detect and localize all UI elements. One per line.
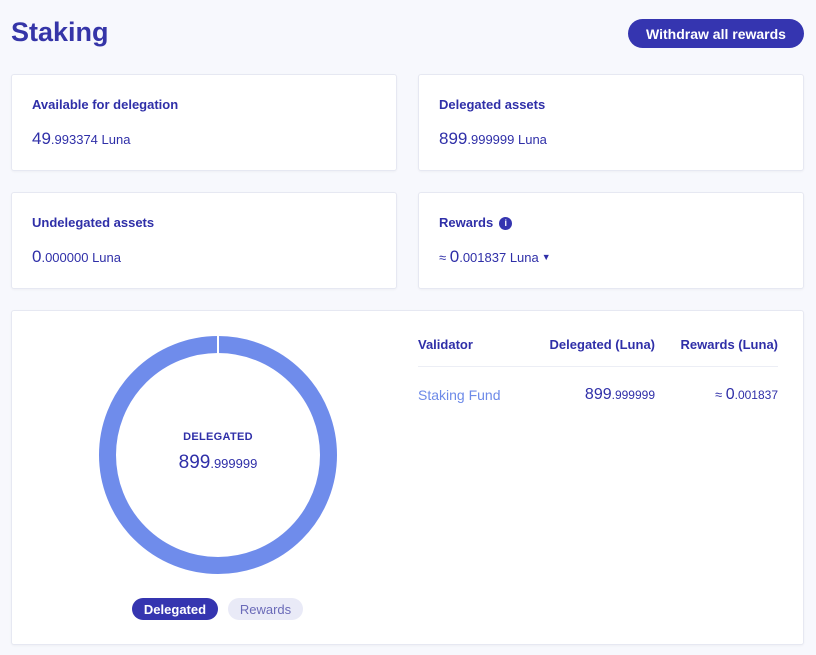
page-title: Staking: [11, 17, 109, 47]
undelegated-card: Undelegated assets 0.000000 Luna: [11, 192, 397, 289]
card-label: Undelegated assets: [32, 215, 155, 230]
approx-sign: ≈: [439, 250, 450, 265]
info-icon[interactable]: i: [499, 217, 513, 230]
donut-center-label: DELEGATED: [183, 431, 253, 443]
value-dec: .999999: [467, 132, 515, 147]
card-value: 899.999999 Luna: [439, 129, 547, 149]
delegated-card: Delegated assets 899.999999 Luna: [418, 74, 804, 171]
value-unit: Luna: [506, 250, 539, 265]
delegated-cell: 899.999999: [522, 367, 655, 424]
rewards-cell: ≈ 0.001837: [655, 367, 778, 424]
donut-chart: [99, 336, 337, 574]
card-value: 49.993374 Luna: [32, 129, 130, 149]
caret-down-icon: ▼: [541, 252, 551, 262]
delegation-panel: DELEGATED 899.999999 Delegated Rewards V…: [11, 310, 804, 645]
value-int: 49: [32, 129, 51, 148]
rewards-label: Rewards: [439, 215, 494, 230]
value-unit: Luna: [514, 132, 547, 147]
value-dec: .993374: [50, 132, 98, 147]
header-validator: Validator: [418, 335, 523, 367]
tab-rewards[interactable]: Rewards: [228, 598, 303, 620]
validators-table: Validator Delegated (Luna) Rewards (Luna…: [418, 335, 778, 423]
value-int: 0: [449, 247, 460, 266]
table-header: Validator Delegated (Luna) Rewards (Luna…: [418, 335, 778, 367]
validator-link[interactable]: Staking Fund: [418, 387, 501, 403]
value-int: 899: [439, 129, 468, 148]
card-label: Available for delegation: [32, 97, 179, 112]
rewards-value-dropdown[interactable]: ≈ 0.001837 Luna ▼: [439, 247, 551, 267]
value-dec: .000000: [41, 250, 89, 265]
value-dec: .001837: [734, 388, 778, 402]
value-dec: .999999: [611, 388, 656, 402]
header-rewards: Rewards (Luna): [655, 335, 778, 367]
tab-delegated[interactable]: Delegated: [132, 598, 218, 620]
card-label: Delegated assets: [439, 97, 546, 112]
value-dec: .001837: [459, 250, 507, 265]
withdraw-all-rewards-button[interactable]: Withdraw all rewards: [628, 19, 804, 48]
available-card: Available for delegation 49.993374 Luna: [11, 74, 397, 171]
card-value: 0.000000 Luna: [32, 247, 121, 267]
value-int: 0: [32, 247, 42, 266]
rewards-card: Rewards i ≈ 0.001837 Luna ▼: [418, 192, 804, 289]
header-delegated: Delegated (Luna): [522, 335, 656, 367]
donut-center-value: 899.999999: [118, 452, 318, 474]
approx-sign: ≈: [714, 387, 726, 402]
card-label: Rewards i: [439, 215, 513, 230]
value-int: 0: [725, 386, 735, 403]
value-int: 899: [584, 386, 612, 403]
donut-center: DELEGATED 899.999999: [118, 431, 318, 474]
value-unit: Luna: [97, 132, 131, 147]
value-dec: .999999: [210, 456, 258, 471]
table-row: Staking Fund 899.999999 ≈ 0.001837: [418, 367, 778, 424]
value-unit: Luna: [88, 250, 122, 265]
value-int: 899: [178, 452, 211, 473]
